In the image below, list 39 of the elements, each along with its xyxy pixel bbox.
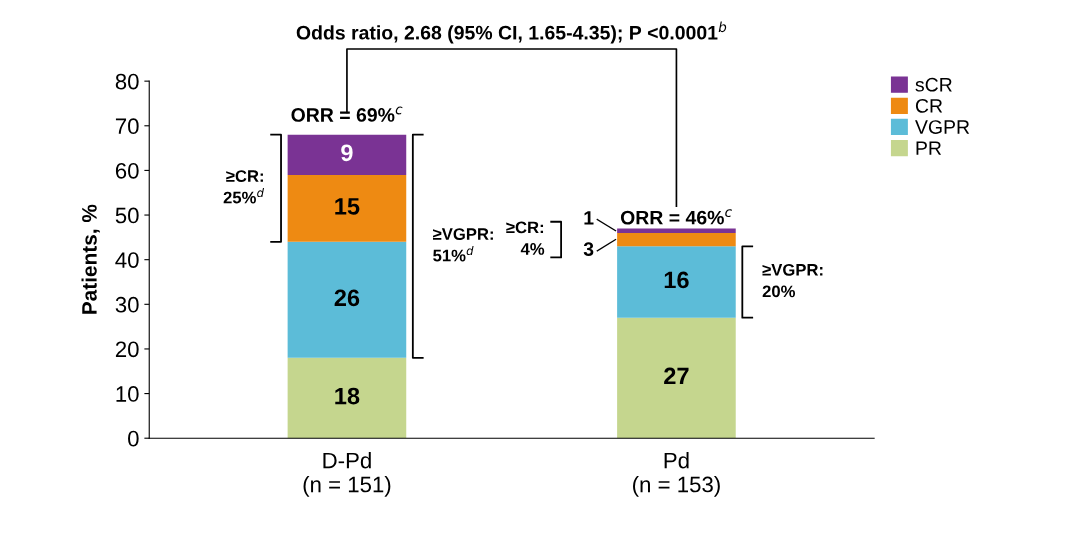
bar [287, 357, 407, 439]
bar [617, 246, 736, 318]
bar [287, 241, 407, 358]
data-label: 18 [335, 387, 360, 405]
annotation: ≥VGPR: 20% [762, 263, 823, 298]
x-tick-label: D-Pd (n = 151) [303, 452, 391, 497]
bar [617, 232, 736, 247]
legend-label: PR [916, 141, 942, 155]
data-label: 27 [664, 367, 689, 385]
bar [617, 228, 736, 233]
y-tick-label: 10 [116, 386, 139, 402]
y-tick-label: 80 [115, 73, 139, 90]
y-tick-label: 60 [115, 162, 139, 179]
bar [287, 174, 407, 242]
y-tick-label: 40 [115, 252, 139, 268]
annotation: ORR = 69%$^{c}$ [291, 106, 403, 122]
y-tick-label: 50 [115, 207, 139, 224]
bar [287, 134, 407, 175]
annotation: ≥CR: 4% [506, 221, 545, 255]
data-label: 1 [584, 211, 594, 225]
annotation: ORR = 46%$^{c}$ [620, 209, 732, 225]
annotation: ≥VGPR: 51%$^{d}$ [433, 228, 493, 262]
chart-title: Odds ratio, 2.68 (95% CI, 1.65-4.35); P <0.0001$^{b}$ [296, 21, 727, 44]
bar [617, 317, 736, 439]
x-tick-label: Pd (n = 153) [633, 452, 720, 497]
y-tick-label: 70 [115, 118, 139, 135]
annotation: ≥CR: 25%$^{d}$ [223, 170, 265, 204]
y-tick-label: 0 [128, 430, 139, 447]
data-label: 16 [664, 271, 689, 289]
legend-label: sCR [915, 77, 952, 92]
data-label: 3 [583, 242, 594, 256]
y-tick-label: 30 [115, 296, 139, 313]
data-label: 15 [335, 198, 360, 215]
y-axis-title: Patients, % [81, 204, 100, 314]
y-tick-label: 20 [115, 341, 139, 358]
legend-label: VGPR [915, 120, 970, 134]
data-label: 26 [334, 289, 360, 307]
legend-label: CR [915, 98, 943, 113]
data-label: 9 [341, 144, 353, 162]
